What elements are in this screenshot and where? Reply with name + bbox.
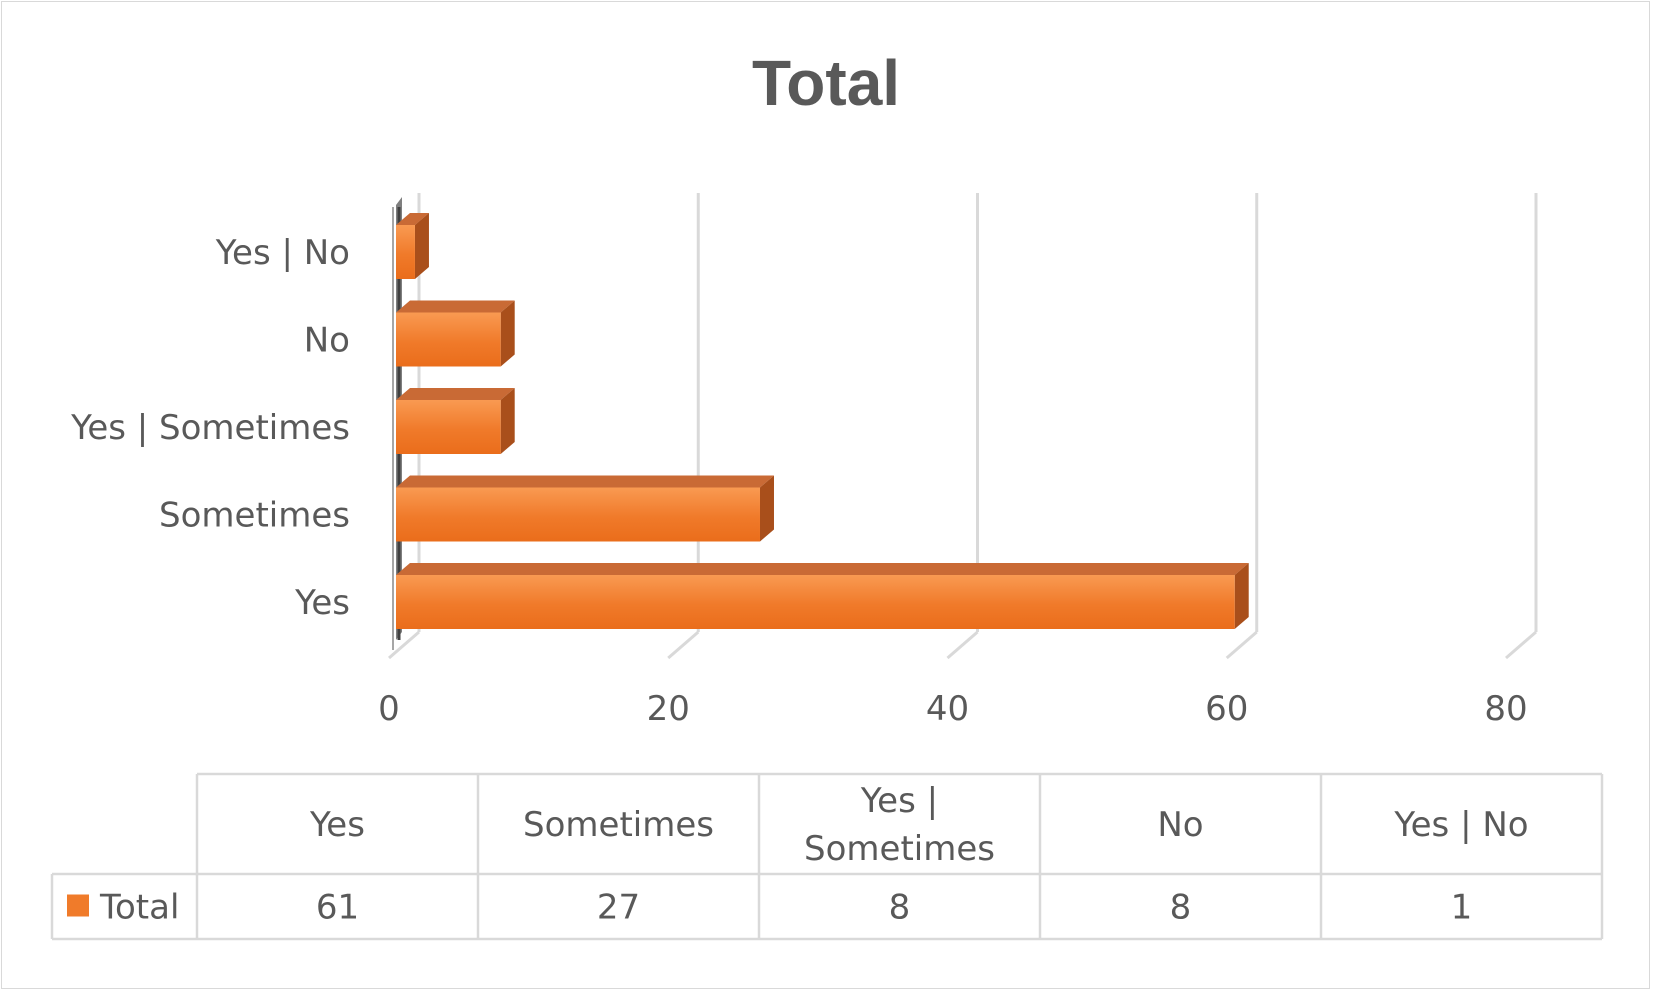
table-value-cell: 8 [1170, 888, 1192, 928]
bar-yes-no [396, 213, 429, 279]
table-header-cell: Sometimes [523, 805, 714, 845]
bar-no [396, 300, 515, 367]
gridline-floor [946, 630, 979, 660]
category-label: No [304, 321, 350, 361]
category-labels: Yes Sometimes Yes | Sometimes No Yes | No [70, 233, 350, 623]
table-value-cell: 8 [889, 888, 911, 928]
bar-side-face [1234, 563, 1249, 629]
table-row-label: Total [99, 888, 179, 928]
bar-side-face [500, 300, 515, 367]
legend-swatch [67, 894, 89, 917]
bar-top-face [396, 300, 515, 313]
bar [396, 400, 501, 454]
category-label: Yes | No [215, 233, 350, 273]
bar [396, 487, 760, 542]
x-tick-label: 60 [1205, 689, 1248, 729]
bar [396, 225, 415, 279]
bar [396, 312, 501, 367]
table-header-cell: Yes [309, 805, 365, 845]
category-label: Sometimes [159, 496, 350, 536]
x-tick-label: 40 [926, 689, 969, 729]
table-header-cell: No [1157, 805, 1203, 845]
chart-title: Total [752, 47, 900, 119]
data-table: Yes Sometimes Yes | Sometimes No Yes | No Tota… [50, 772, 1604, 941]
bar-top-face [396, 563, 1249, 575]
table-header-cell: Yes | No [1393, 805, 1528, 845]
gridline-floor [388, 630, 420, 660]
x-tick-label: 20 [647, 689, 690, 729]
bar-side-face [759, 475, 774, 542]
gridline-floor [1505, 630, 1537, 660]
table-header-line: Sometimes [804, 829, 995, 869]
bar-yes [396, 563, 1249, 629]
bar [396, 575, 1235, 629]
gridline-floor [667, 630, 700, 660]
category-label: Yes | Sometimes [70, 408, 350, 448]
category-label: Yes [294, 583, 350, 623]
bar-side-face [500, 388, 515, 454]
bar-top-face [396, 213, 429, 225]
table-value-cell: 1 [1451, 888, 1473, 928]
value-tick-labels: 0 20 40 60 80 [378, 689, 1527, 729]
table-header-cell: Yes | Sometimes [804, 781, 995, 869]
bar-sometimes [396, 475, 774, 542]
bar-top-face [396, 475, 774, 488]
bar-side-face [414, 213, 429, 279]
table-header-line: Yes | [860, 781, 938, 821]
bar-top-face [396, 388, 515, 400]
bar-yes-sometimes [396, 388, 515, 454]
bars [396, 213, 1249, 629]
table-value-cell: 61 [316, 888, 359, 928]
x-tick-label: 80 [1484, 689, 1527, 729]
table-value-cell: 27 [597, 888, 640, 928]
gridline-floor [1225, 630, 1258, 660]
x-tick-label: 0 [378, 689, 400, 729]
